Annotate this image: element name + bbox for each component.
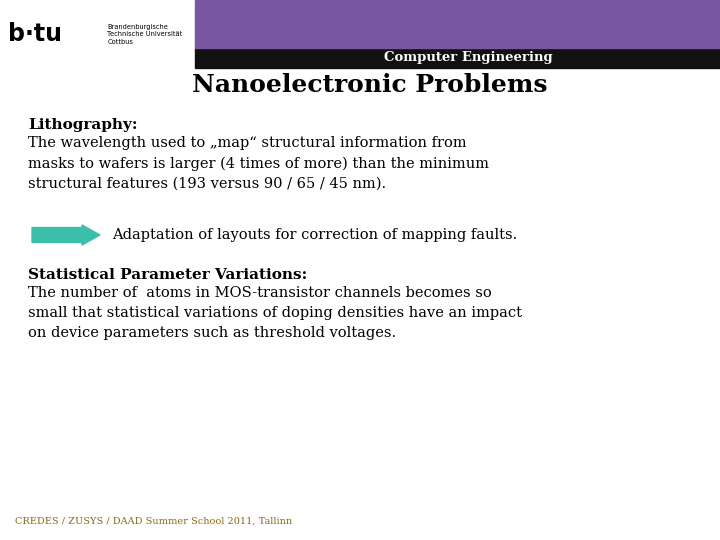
Bar	[195, 0, 720, 48]
Text: Nanoelectronic Problems: Nanoelectronic Problems	[192, 73, 548, 97]
Text: CREDES / ZUSYS / DAAD Summer School 2011, Tallinn: CREDES / ZUSYS / DAAD Summer School 2011…	[15, 517, 292, 526]
Text: Lithography:: Lithography:	[28, 118, 138, 132]
FancyArrow shape	[32, 225, 100, 245]
Text: Adaptation of layouts for correction of mapping faults.: Adaptation of layouts for correction of …	[112, 228, 517, 242]
Bar	[0, 0, 195, 68]
Text: The number of  atoms in MOS-transistor channels becomes so
small that statistica: The number of atoms in MOS-transistor ch…	[28, 286, 522, 340]
Text: Brandenburgische
Technische Universität
Cottbus: Brandenburgische Technische Universität …	[107, 24, 182, 44]
Text: Computer Engineering: Computer Engineering	[384, 51, 552, 64]
Bar	[195, 48, 720, 68]
Text: The wavelength used to „map“ structural information from
masks to wafers is larg: The wavelength used to „map“ structural …	[28, 136, 489, 191]
Text: b·tu: b·tu	[8, 22, 62, 46]
Text: Statistical Parameter Variations:: Statistical Parameter Variations:	[28, 268, 307, 282]
